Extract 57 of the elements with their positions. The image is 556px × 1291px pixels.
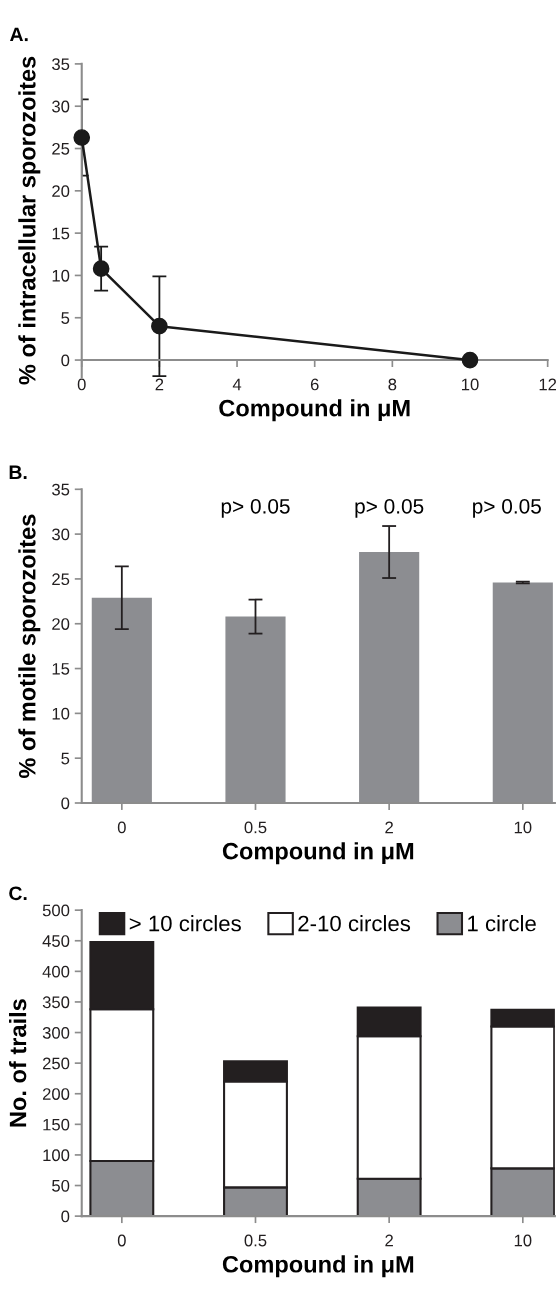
annotation: p> 0.05 bbox=[221, 498, 290, 518]
x-tick-label: 2 bbox=[155, 378, 164, 391]
y-tick-label: 250 bbox=[42, 1057, 70, 1070]
y-tick-label: 20 bbox=[52, 618, 70, 630]
y-axis-title: % of intracellular sporozoites bbox=[18, 56, 41, 385]
x-tick-label: 2 bbox=[385, 821, 393, 834]
y-tick-label: 20 bbox=[52, 185, 70, 198]
annotation: p> 0.05 bbox=[355, 498, 424, 518]
x-axis-title: Compound in μM bbox=[219, 399, 410, 422]
y-tick-label: 15 bbox=[52, 227, 70, 240]
y-tick-label: 0 bbox=[61, 354, 70, 367]
y-tick-label: 30 bbox=[52, 528, 70, 541]
y-tick-label: 300 bbox=[42, 1026, 70, 1039]
y-tick-label: 35 bbox=[52, 58, 70, 71]
y-tick-label: 50 bbox=[52, 1179, 70, 1192]
y-tick-label: 25 bbox=[52, 142, 70, 155]
x-tick-label: 12 bbox=[539, 378, 556, 391]
y-tick-label: 35 bbox=[52, 483, 70, 496]
x-tick-label: 0 bbox=[77, 378, 86, 391]
y-tick-label: 5 bbox=[61, 752, 70, 765]
y-tick-label: 25 bbox=[52, 573, 70, 586]
x-axis-title: Compound in μM bbox=[222, 1255, 414, 1278]
y-tick-label: 350 bbox=[42, 996, 70, 1009]
y-tick-label: 150 bbox=[43, 1118, 70, 1131]
annotation: p> 0.05 bbox=[473, 498, 541, 518]
chart-title: A. bbox=[10, 27, 28, 42]
y-tick-label: 100 bbox=[43, 1149, 70, 1162]
x-tick-label: 10 bbox=[514, 821, 532, 834]
x-tick-label: 0.5 bbox=[244, 821, 267, 834]
x-tick-label: 10 bbox=[462, 378, 479, 391]
legend-label: 1 circle bbox=[468, 915, 536, 932]
legend-label: > 10 circles bbox=[129, 915, 241, 932]
y-tick-label: 0 bbox=[61, 1210, 70, 1223]
y-axis-title: % of motile sporozoites bbox=[18, 514, 41, 779]
y-tick-label: 200 bbox=[42, 1088, 70, 1100]
x-tick-label: 0 bbox=[117, 821, 126, 834]
x-tick-label: 6 bbox=[310, 378, 319, 391]
chart-title: B. bbox=[9, 465, 27, 479]
x-tick-label: 10 bbox=[514, 1234, 532, 1247]
y-tick-label: 0 bbox=[61, 797, 70, 810]
y-tick-label: 450 bbox=[42, 935, 70, 947]
y-tick-label: 15 bbox=[52, 663, 70, 675]
x-tick-label: 4 bbox=[232, 378, 242, 391]
x-tick-label: 2 bbox=[385, 1234, 393, 1247]
y-axis-title: No. of trails bbox=[9, 999, 27, 1127]
y-tick-label: 30 bbox=[52, 100, 70, 113]
x-tick-label: 0.5 bbox=[244, 1234, 267, 1247]
x-tick-label: 8 bbox=[388, 378, 397, 391]
y-tick-label: 5 bbox=[61, 312, 70, 324]
chart-title: C. bbox=[9, 886, 27, 901]
y-tick-label: 10 bbox=[52, 707, 70, 720]
legend-label: 2-10 circles bbox=[298, 915, 411, 932]
x-axis-title: Compound in μM bbox=[222, 842, 414, 865]
x-tick-label: 0 bbox=[117, 1234, 126, 1247]
y-tick-label: 500 bbox=[42, 904, 70, 917]
y-tick-label: 10 bbox=[52, 269, 70, 282]
y-tick-label: 400 bbox=[42, 965, 70, 978]
